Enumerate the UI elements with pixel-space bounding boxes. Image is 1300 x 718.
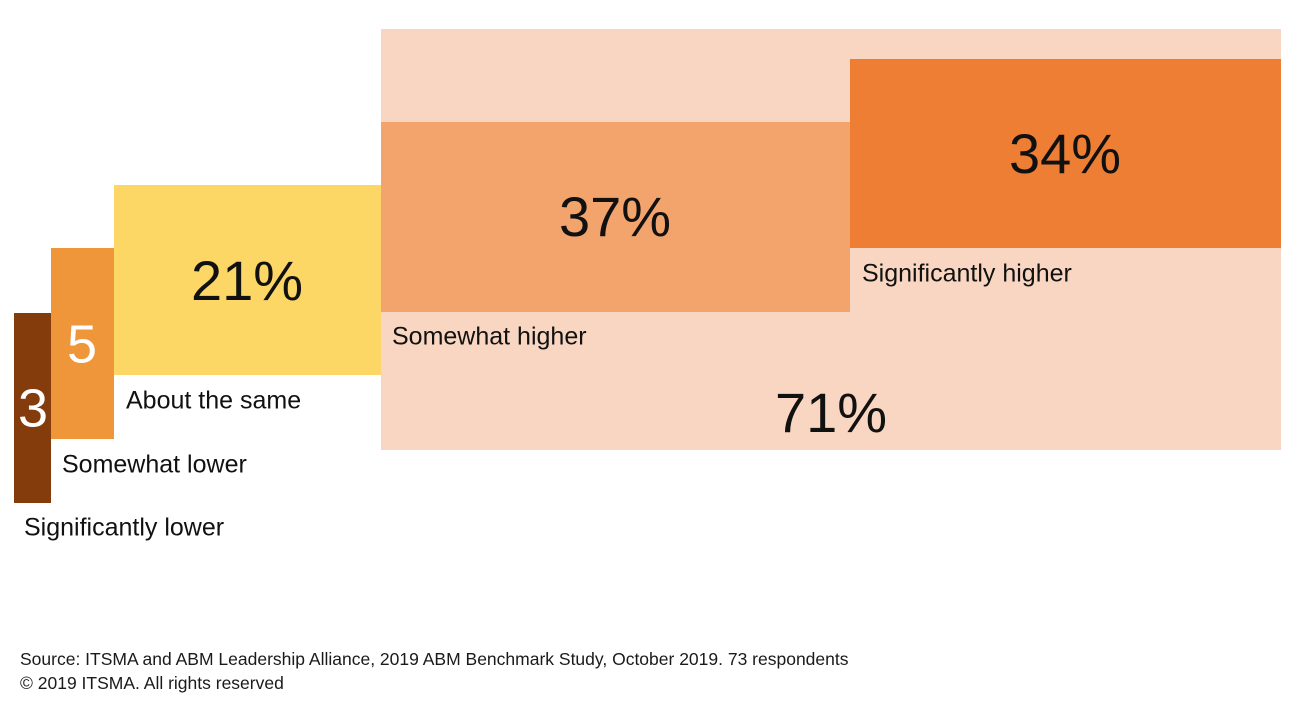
value-label-somewhat-higher: 37% xyxy=(559,185,671,248)
value-label-significantly-lower: 3 xyxy=(18,378,48,438)
value-label-about-the-same: 21% xyxy=(191,249,303,312)
value-label-significantly-higher: 34% xyxy=(1009,122,1121,185)
bar-significantly-lower xyxy=(14,313,51,503)
category-label-about-the-same: About the same xyxy=(126,387,301,415)
category-label-somewhat-higher: Somewhat higher xyxy=(392,323,587,351)
bar-somewhat-lower xyxy=(51,248,114,439)
footer: Source: ITSMA and ABM Leadership Allianc… xyxy=(20,647,849,695)
category-label-significantly-lower: Significantly lower xyxy=(24,514,224,542)
value-label-somewhat-lower: 5 xyxy=(67,314,97,374)
category-label-significantly-higher: Significantly higher xyxy=(862,260,1072,288)
category-label-somewhat-lower: Somewhat lower xyxy=(62,451,247,479)
source-note: Source: ITSMA and ABM Leadership Allianc… xyxy=(20,649,849,669)
bar-about-the-same xyxy=(114,185,381,375)
copyright-note: © 2019 ITSMA. All rights reserved xyxy=(20,673,284,693)
group-total-label: 71% xyxy=(775,381,887,444)
bar-significantly-higher xyxy=(850,59,1281,248)
bar-somewhat-higher xyxy=(381,122,850,312)
